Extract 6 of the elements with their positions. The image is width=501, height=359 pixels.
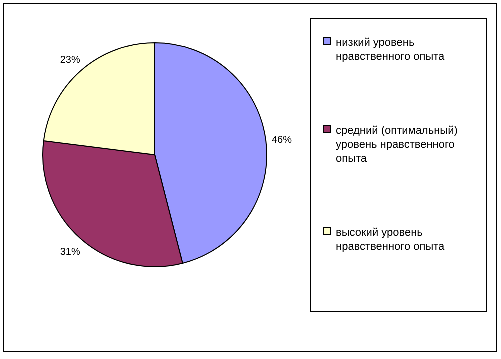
data-label: 23% — [60, 54, 80, 66]
data-label: 46% — [272, 134, 292, 146]
legend-label: высокий уровень нравственного опыта — [336, 227, 446, 253]
data-label: 31% — [60, 247, 80, 258]
legend-label: средний (оптимальный) уровень нравственного опыта — [336, 125, 458, 165]
legend-label: низкий уровень нравственного опыта — [336, 37, 446, 63]
